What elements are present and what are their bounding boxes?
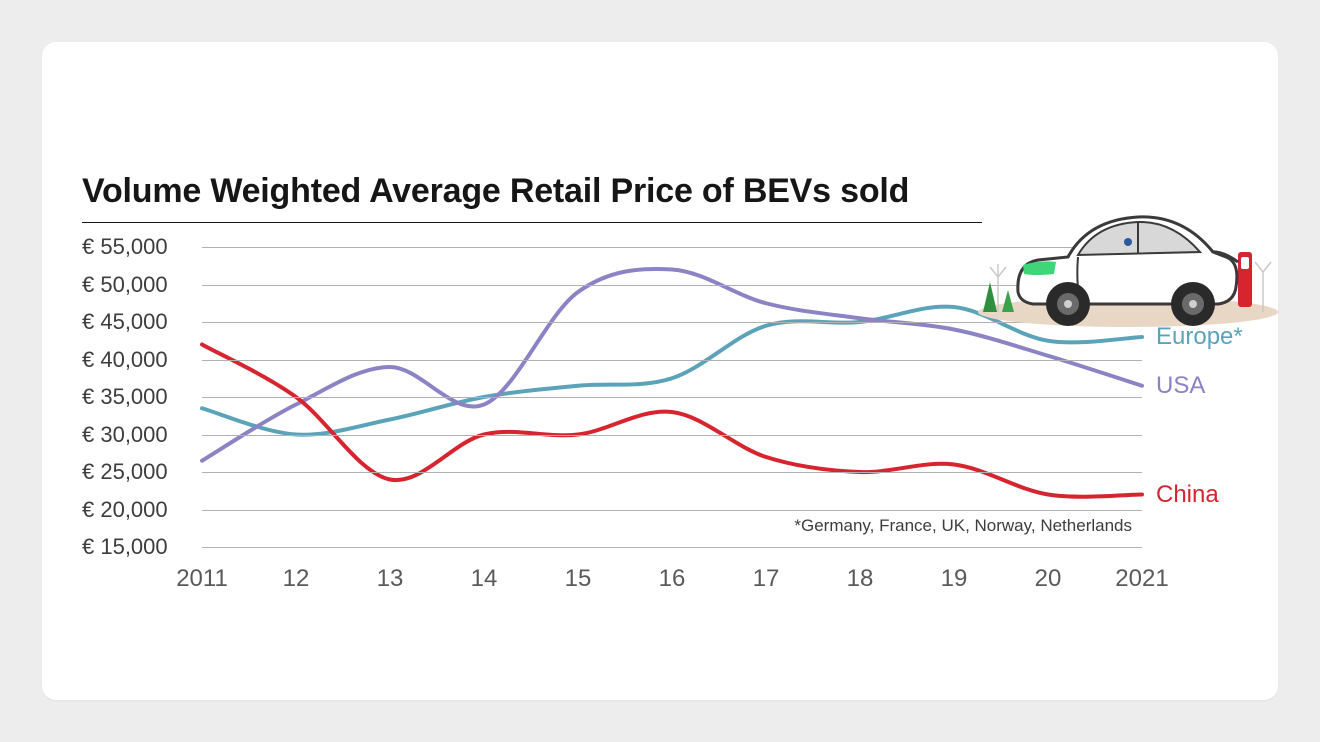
x-axis-label: 20 (1035, 565, 1062, 593)
y-axis-label: € 30,000 (82, 422, 168, 448)
x-axis-label: 15 (565, 565, 592, 593)
gridline (202, 472, 1142, 473)
y-axis-label: € 35,000 (82, 384, 168, 410)
gridline (202, 360, 1142, 361)
chart-card: Volume Weighted Average Retail Price of … (42, 42, 1278, 700)
series-line-china (202, 345, 1142, 497)
gridline (202, 547, 1142, 548)
series-label: China (1156, 481, 1219, 509)
gridline (202, 435, 1142, 436)
y-axis-label: € 15,000 (82, 534, 168, 560)
y-axis-label: € 55,000 (82, 234, 168, 260)
x-axis-label: 16 (659, 565, 686, 593)
x-axis-label: 12 (283, 565, 310, 593)
series-label: USA (1156, 372, 1205, 400)
chart-title: Volume Weighted Average Retail Price of … (82, 172, 909, 211)
x-axis-label: 14 (471, 565, 498, 593)
y-axis-label: € 50,000 (82, 272, 168, 298)
y-axis-label: € 40,000 (82, 347, 168, 373)
x-axis-label: 19 (941, 565, 968, 593)
ev-car-illustration (978, 162, 1278, 332)
gridline (202, 397, 1142, 398)
y-axis-label: € 45,000 (82, 309, 168, 335)
gridline (202, 510, 1142, 511)
title-underline (82, 222, 982, 223)
x-axis-label: 18 (847, 565, 874, 593)
y-axis-label: € 20,000 (82, 497, 168, 523)
x-axis-label: 17 (753, 565, 780, 593)
chart-footnote: *Germany, France, UK, Norway, Netherland… (794, 516, 1132, 536)
x-axis-label: 2021 (1115, 565, 1168, 593)
y-axis-label: € 25,000 (82, 459, 168, 485)
x-axis-label: 2011 (176, 565, 228, 593)
x-axis-label: 13 (377, 565, 404, 593)
